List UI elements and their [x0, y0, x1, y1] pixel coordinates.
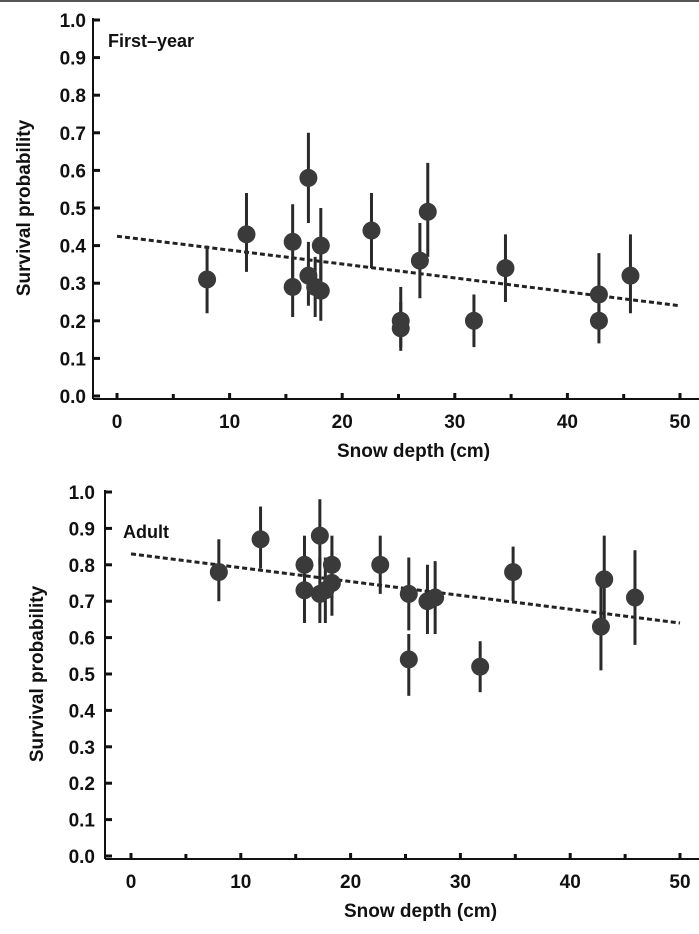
data-point	[209, 563, 228, 582]
y-tick-label: 0.9	[60, 49, 86, 70]
chart-panel-1: 0.0 0.1 0.2 0.3 0.4 0.5 0.6 0.7 0.8 0.9 1.0 0 10 20 30…	[14, 11, 699, 462]
y-axis-title: Survival probability	[27, 585, 48, 762]
y-tick-label: 0.6	[69, 629, 95, 650]
y-tick-label: 0.1	[60, 349, 87, 370]
data-point	[237, 225, 256, 244]
data-point	[504, 563, 523, 582]
data-point	[283, 277, 302, 296]
y-tick-label: 0.5	[60, 199, 87, 220]
x-tick-label: 30	[444, 412, 465, 433]
data-point	[198, 270, 217, 289]
data-point	[362, 221, 381, 240]
x-tick-label: 0	[126, 872, 137, 893]
data-point	[322, 574, 341, 592]
y-tick-label: 0.8	[69, 556, 95, 577]
chart-panel-2: 0.0 0.1 0.2 0.3 0.4 0.5 0.6 0.7 0.8 0.9 1.0 0 10 20 30…	[27, 483, 699, 922]
x-axis-title: Snow depth (cm)	[337, 441, 490, 462]
data-point	[283, 232, 302, 251]
y-tick-label: 0.9	[69, 519, 95, 540]
y-tick-label: 0.3	[69, 738, 95, 759]
data-point	[251, 530, 270, 549]
data-point	[464, 311, 483, 330]
x-axis-title: Snow depth (cm)	[344, 901, 497, 922]
x-tick-label: 20	[332, 412, 353, 433]
panel-label: Adult	[123, 522, 169, 542]
data-point	[426, 588, 445, 607]
data-point	[391, 319, 410, 338]
x-tick-label: 10	[219, 412, 240, 433]
y-tick-label: 0.7	[60, 124, 86, 145]
x-tick-label: 50	[669, 412, 690, 433]
x-tick-label: 40	[557, 412, 578, 433]
data-point	[322, 555, 341, 574]
data-point	[418, 202, 437, 221]
data-point	[621, 266, 640, 285]
trend-line	[116, 234, 681, 308]
y-tick-label: 0.0	[69, 847, 95, 868]
data-point	[311, 236, 330, 255]
data-point	[589, 311, 608, 330]
y-tick-label: 1.0	[60, 11, 86, 32]
data-point	[399, 650, 418, 669]
data-point	[595, 570, 614, 589]
data-point	[471, 657, 490, 676]
x-tick-label: 20	[340, 872, 361, 893]
y-tick-label: 0.7	[69, 592, 95, 613]
data-point	[299, 168, 318, 187]
y-tick-label: 0.5	[69, 665, 96, 686]
x-tick-label: 40	[560, 872, 581, 893]
data-point	[591, 617, 610, 636]
data-point	[589, 285, 608, 304]
x-tick-label: 0	[112, 412, 123, 433]
data-point	[371, 555, 390, 574]
y-tick-label: 0.2	[60, 312, 86, 333]
x-tick-label: 50	[669, 872, 690, 893]
data-point	[295, 581, 314, 600]
data-point	[625, 588, 644, 607]
y-tick-label: 0.4	[60, 237, 87, 258]
data-point	[410, 251, 429, 270]
panel-label: First–year	[108, 31, 194, 51]
y-tick-label: 0.8	[60, 86, 86, 107]
data-point	[295, 555, 314, 574]
y-tick-label: 0.0	[60, 387, 86, 408]
y-tick-label: 0.3	[60, 274, 86, 295]
y-tick-label: 0.6	[60, 161, 86, 182]
top-border-rule	[0, 0, 699, 2]
y-tick-label: 1.0	[69, 483, 95, 504]
x-tick-label: 30	[450, 872, 471, 893]
data-point	[399, 584, 418, 603]
y-axis-title: Survival probability	[14, 119, 35, 296]
y-tick-label: 0.2	[69, 774, 95, 795]
data-point	[496, 259, 515, 278]
x-tick-label: 10	[230, 872, 251, 893]
y-tick-label: 0.1	[69, 811, 96, 832]
data-point	[311, 281, 330, 300]
y-tick-label: 0.4	[69, 701, 96, 722]
data-point	[310, 526, 329, 545]
